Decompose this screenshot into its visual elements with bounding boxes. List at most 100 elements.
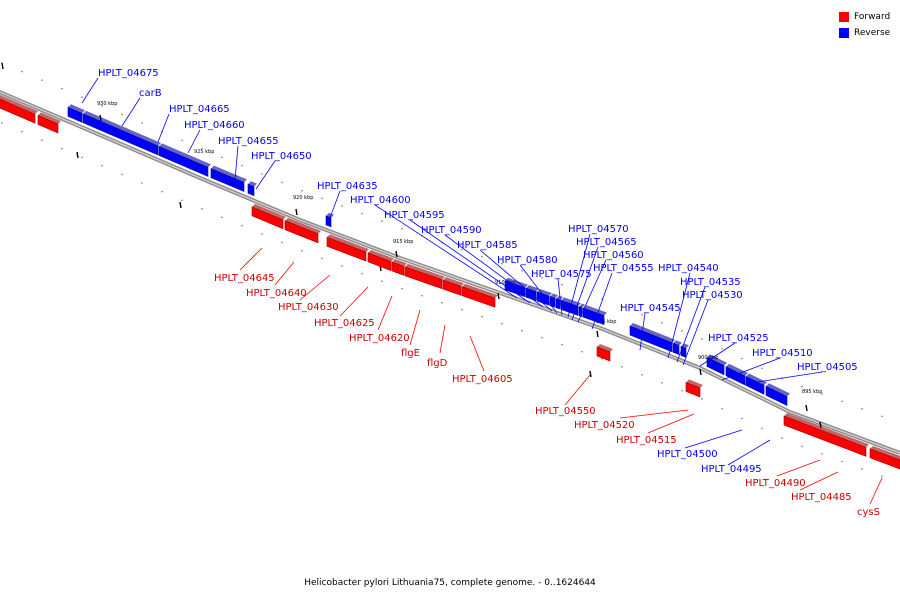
leader-line — [274, 261, 295, 286]
scale-dot — [641, 374, 643, 376]
gene-feature-shade — [870, 445, 900, 460]
gene-label[interactable]: HPLT_04510 — [752, 348, 813, 359]
leader-line — [799, 471, 839, 491]
tick-label: 915 kbp — [393, 239, 413, 245]
gene-label[interactable]: HPLT_04560 — [583, 250, 644, 261]
gene-feature-shade — [681, 343, 689, 349]
gene-label[interactable]: HPLT_04555 — [593, 263, 654, 274]
gene-feature — [869, 448, 900, 470]
gene-feature-shade — [583, 305, 607, 316]
scale-dot — [181, 199, 183, 202]
gene-feature — [765, 385, 788, 407]
gene-label[interactable]: HPLT_04520 — [574, 420, 635, 431]
gene-label[interactable]: HPLT_04570 — [568, 224, 629, 235]
leader-line — [776, 459, 821, 477]
scale-dot — [421, 294, 423, 297]
gene-label[interactable]: HPLT_04605 — [452, 374, 513, 385]
leader-line — [619, 409, 689, 419]
gene-feature-shade — [405, 263, 445, 280]
leader-line — [676, 286, 706, 363]
scale-dot — [81, 156, 83, 159]
gene-label[interactable]: HPLT_04625 — [314, 318, 375, 329]
gene-label[interactable]: HPLT_04600 — [350, 195, 411, 206]
tick-label: 925 kbp — [194, 149, 214, 155]
gene-feature-shade — [327, 234, 369, 253]
scale-dot — [141, 122, 143, 124]
scale-dot — [261, 233, 263, 235]
gene-label[interactable]: HPLT_04655 — [218, 136, 279, 147]
leader-line — [255, 160, 276, 190]
gene-label[interactable]: HPLT_04595 — [384, 210, 445, 221]
scale-dot — [621, 366, 623, 368]
scale-dot — [721, 347, 723, 350]
gene-label[interactable]: HPLT_04565 — [576, 237, 637, 248]
leader-line — [234, 145, 239, 181]
gene-label[interactable]: HPLT_04515 — [616, 435, 677, 446]
tick-label: 895 kbp — [802, 389, 822, 395]
major-tick — [76, 151, 79, 159]
gene-labels: HPLT_04675 carB HPLT_04665 HPLT_04660 HP… — [98, 68, 880, 518]
gene-label[interactable]: HPLT_04500 — [657, 449, 718, 460]
gene-feature — [745, 376, 765, 395]
leader-line — [157, 113, 170, 143]
scale-dot — [561, 283, 563, 286]
scale-dot — [161, 190, 163, 193]
gene-label[interactable]: HPLT_04650 — [251, 151, 312, 162]
scale-dot — [381, 220, 383, 222]
gene-label[interactable]: HPLT_04550 — [535, 406, 596, 417]
gene-label[interactable]: HPLT_04495 — [701, 464, 762, 475]
gene-label[interactable]: HPLT_04585 — [457, 240, 518, 251]
leader-line — [571, 246, 599, 321]
scale-dot — [501, 262, 503, 265]
axis-highlight — [0, 91, 900, 454]
scale-dot — [601, 358, 603, 360]
gene-label[interactable]: HPLT_04530 — [682, 290, 743, 301]
gene-label[interactable]: HPLT_04525 — [708, 333, 769, 344]
gene-label[interactable]: HPLT_04540 — [658, 263, 719, 274]
scale-dot — [881, 415, 883, 418]
gene-label[interactable]: HPLT_04590 — [421, 225, 482, 236]
gene-label[interactable]: cysS — [857, 507, 880, 518]
legend-forward-label: Forward — [854, 11, 891, 22]
gene-label[interactable]: HPLT_04505 — [797, 362, 858, 373]
scale-dot — [221, 216, 223, 219]
gene-label[interactable]: HPLT_04675 — [98, 68, 159, 79]
gene-label[interactable]: HPLT_04545 — [620, 303, 681, 314]
gene-label[interactable]: HPLT_04485 — [791, 492, 852, 503]
gene-feature-shade — [526, 285, 539, 292]
gene-label[interactable]: flgD — [427, 358, 448, 369]
gene-label[interactable]: carB — [139, 88, 162, 99]
gene-label[interactable]: HPLT_04660 — [184, 120, 245, 131]
leader-line — [409, 309, 421, 346]
gene-label[interactable]: HPLT_04620 — [349, 333, 410, 344]
leader-line — [743, 371, 823, 385]
gene-feature-shade — [83, 110, 151, 142]
tick-label: 920 kbp — [293, 195, 313, 201]
gene-feature — [549, 296, 556, 308]
gene-label[interactable]: flgE — [401, 348, 420, 359]
gene-feature-shade — [159, 143, 211, 168]
scale-dot — [181, 139, 183, 142]
gene-label[interactable]: HPLT_04665 — [169, 104, 230, 115]
gene-feature-shade — [392, 258, 407, 267]
major-tick — [589, 370, 592, 378]
leader-line — [439, 324, 446, 354]
gene-feature-shade — [686, 379, 703, 388]
legend-reverse-label: Reverse — [854, 27, 891, 38]
scale-dot — [61, 147, 63, 150]
gene-label[interactable]: HPLT_04640 — [246, 288, 307, 299]
gene-label[interactable]: HPLT_04580 — [497, 255, 558, 266]
scale-dot — [441, 301, 443, 304]
gene-label[interactable]: HPLT_04635 — [317, 181, 378, 192]
gene-label[interactable]: HPLT_04535 — [680, 277, 741, 288]
leader-line — [721, 357, 781, 381]
legend-reverse: Reverse — [839, 25, 899, 40]
gene-label[interactable]: HPLT_04645 — [214, 273, 275, 284]
gene-label[interactable]: HPLT_04490 — [745, 478, 806, 489]
scale-dot — [681, 390, 683, 392]
scale-dot — [841, 400, 843, 403]
gene-label[interactable]: HPLT_04630 — [278, 302, 339, 313]
leader-line — [81, 77, 99, 104]
gene-label[interactable]: HPLT_04575 — [531, 269, 592, 280]
